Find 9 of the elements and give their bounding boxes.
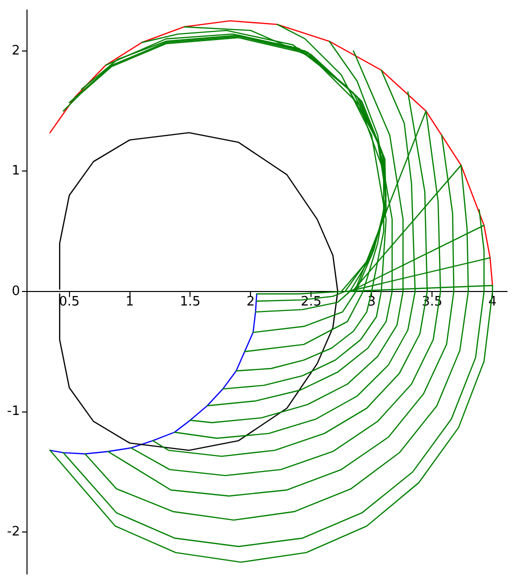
- y-tick-label: -1: [7, 404, 20, 420]
- x-tick-label: 2.5: [300, 294, 322, 310]
- y-tick-label: 0: [12, 284, 20, 299]
- y-tick-label: 2: [12, 43, 20, 58]
- x-tick-label: 1.5: [180, 294, 201, 310]
- y-tick-label: -2: [7, 524, 20, 540]
- y-tick-label: 1: [12, 164, 20, 179]
- x-tick-label: 0.5: [58, 294, 80, 310]
- x-tick-label: 2: [246, 294, 255, 310]
